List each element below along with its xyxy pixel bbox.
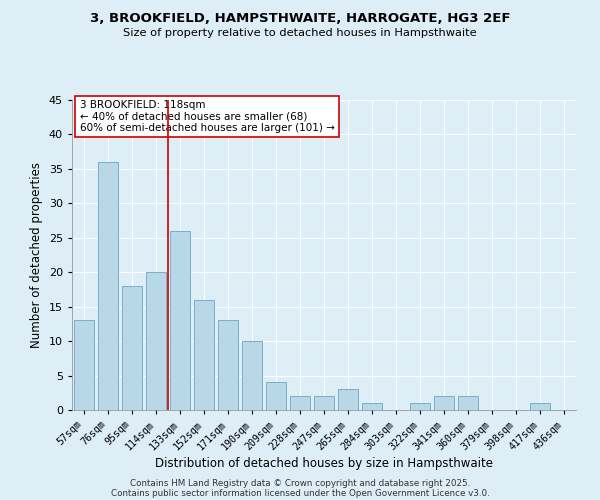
Bar: [530, 403, 550, 410]
Text: 3, BROOKFIELD, HAMPSTHWAITE, HARROGATE, HG3 2EF: 3, BROOKFIELD, HAMPSTHWAITE, HARROGATE, …: [90, 12, 510, 26]
Text: Contains public sector information licensed under the Open Government Licence v3: Contains public sector information licen…: [110, 488, 490, 498]
Bar: [98, 162, 118, 410]
Bar: [74, 320, 94, 410]
Text: Size of property relative to detached houses in Hampsthwaite: Size of property relative to detached ho…: [123, 28, 477, 38]
Text: 3 BROOKFIELD: 118sqm
← 40% of detached houses are smaller (68)
60% of semi-detac: 3 BROOKFIELD: 118sqm ← 40% of detached h…: [80, 100, 334, 133]
Bar: [146, 272, 166, 410]
Bar: [218, 320, 238, 410]
Bar: [458, 396, 478, 410]
Y-axis label: Number of detached properties: Number of detached properties: [30, 162, 43, 348]
Bar: [170, 231, 190, 410]
X-axis label: Distribution of detached houses by size in Hampsthwaite: Distribution of detached houses by size …: [155, 457, 493, 470]
Bar: [362, 403, 382, 410]
Text: Contains HM Land Registry data © Crown copyright and database right 2025.: Contains HM Land Registry data © Crown c…: [130, 478, 470, 488]
Bar: [338, 390, 358, 410]
Bar: [410, 403, 430, 410]
Bar: [242, 341, 262, 410]
Bar: [434, 396, 454, 410]
Bar: [266, 382, 286, 410]
Bar: [290, 396, 310, 410]
Bar: [122, 286, 142, 410]
Bar: [314, 396, 334, 410]
Bar: [194, 300, 214, 410]
